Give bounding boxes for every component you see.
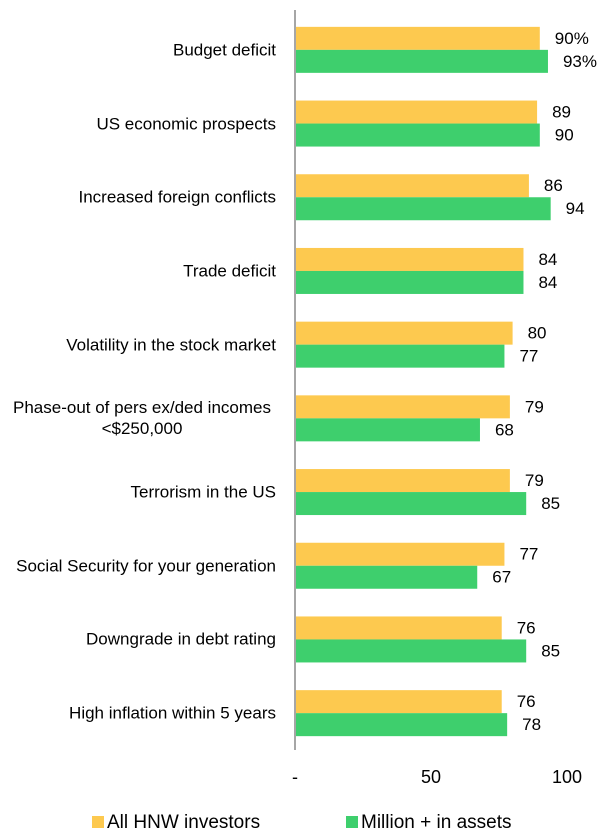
- value-label: 77: [519, 545, 538, 564]
- value-label: 90%: [555, 29, 589, 48]
- value-label: 93%: [563, 52, 597, 71]
- value-label: 67: [492, 568, 511, 587]
- value-label: 77: [519, 347, 538, 366]
- category-text: Social Security for your generation: [16, 556, 276, 576]
- value-label: 85: [541, 641, 560, 660]
- bar: [295, 616, 502, 640]
- value-label: 90: [555, 126, 574, 145]
- x-tick-label: 100: [552, 767, 582, 787]
- category-text: Trade deficit: [183, 261, 276, 281]
- value-label: 86: [544, 176, 563, 195]
- bar: [295, 690, 502, 714]
- bar: [295, 542, 505, 566]
- bar: [295, 713, 508, 737]
- value-label: 80: [528, 324, 547, 343]
- category-text: Phase-out of pers ex/ded incomes <$250,0…: [13, 398, 271, 439]
- bar: [295, 565, 478, 589]
- category-text: Terrorism in the US: [130, 482, 276, 502]
- category-label: US economic prospects: [8, 113, 276, 134]
- value-label: 78: [522, 715, 541, 734]
- legend-label: All HNW investors: [107, 812, 260, 833]
- legend-label: Million + in assets: [361, 812, 511, 833]
- bar: [295, 270, 524, 294]
- value-label: 84: [538, 273, 557, 292]
- category-label: Terrorism in the US: [8, 482, 276, 503]
- x-tick-label: -: [292, 767, 298, 787]
- category-text: US economic prospects: [96, 114, 276, 134]
- bar: [295, 344, 505, 368]
- bar: [295, 395, 510, 419]
- bar: [295, 639, 527, 663]
- value-label: 68: [495, 420, 514, 439]
- category-text: High inflation within 5 years: [69, 703, 276, 723]
- bar: [295, 49, 548, 73]
- category-label: Trade deficit: [8, 260, 276, 281]
- bar: [295, 197, 551, 221]
- category-label: Social Security for your generation: [8, 555, 276, 576]
- value-label: 85: [541, 494, 560, 513]
- value-label: 76: [517, 692, 536, 711]
- value-label: 79: [525, 397, 544, 416]
- category-label: Volatility in the stock market: [8, 334, 276, 355]
- bar: [295, 418, 480, 442]
- category-label: Downgrade in debt rating: [8, 629, 276, 650]
- category-label: Budget deficit: [8, 39, 276, 60]
- category-label: High inflation within 5 years: [8, 703, 276, 724]
- category-text: Downgrade in debt rating: [86, 629, 276, 649]
- value-label: 79: [525, 471, 544, 490]
- legend-swatch: [92, 816, 104, 828]
- bar: [295, 123, 540, 147]
- bar: [295, 26, 540, 50]
- value-label: 84: [538, 250, 557, 269]
- x-tick-label: 50: [421, 767, 441, 787]
- bar: [295, 247, 524, 271]
- legend-swatch: [346, 816, 358, 828]
- bar: [295, 174, 529, 198]
- bar: [295, 469, 510, 493]
- bar: [295, 492, 527, 516]
- value-label: 94: [566, 199, 585, 218]
- category-text: Volatility in the stock market: [66, 335, 276, 355]
- value-label: 89: [552, 103, 571, 122]
- category-text: Budget deficit: [172, 40, 276, 60]
- category-text: Increased foreign conflicts: [78, 187, 277, 207]
- bar: [295, 321, 513, 345]
- value-label: 76: [517, 618, 536, 637]
- category-label: Increased foreign conflicts: [8, 187, 277, 208]
- bar: [295, 100, 538, 124]
- category-label: Phase-out of pers ex/ded incomes <$250,0…: [8, 397, 276, 439]
